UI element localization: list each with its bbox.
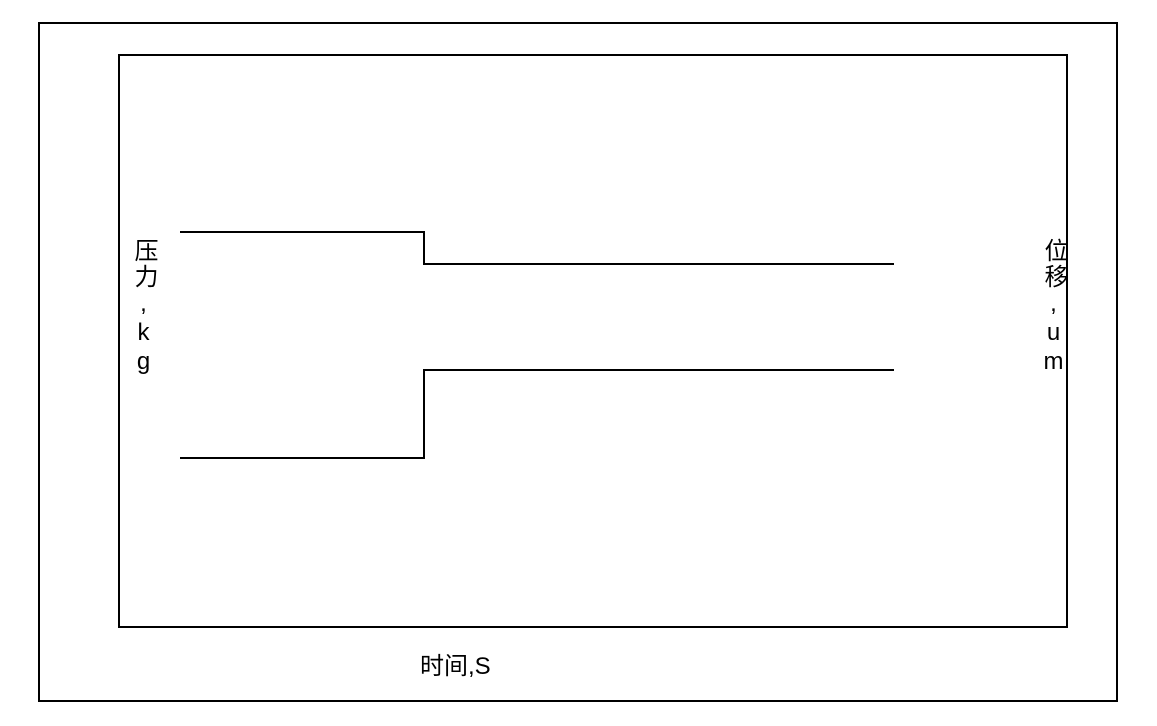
lower-step-line [180,370,894,458]
step-chart [0,0,1157,726]
upper-step-line [180,232,894,264]
